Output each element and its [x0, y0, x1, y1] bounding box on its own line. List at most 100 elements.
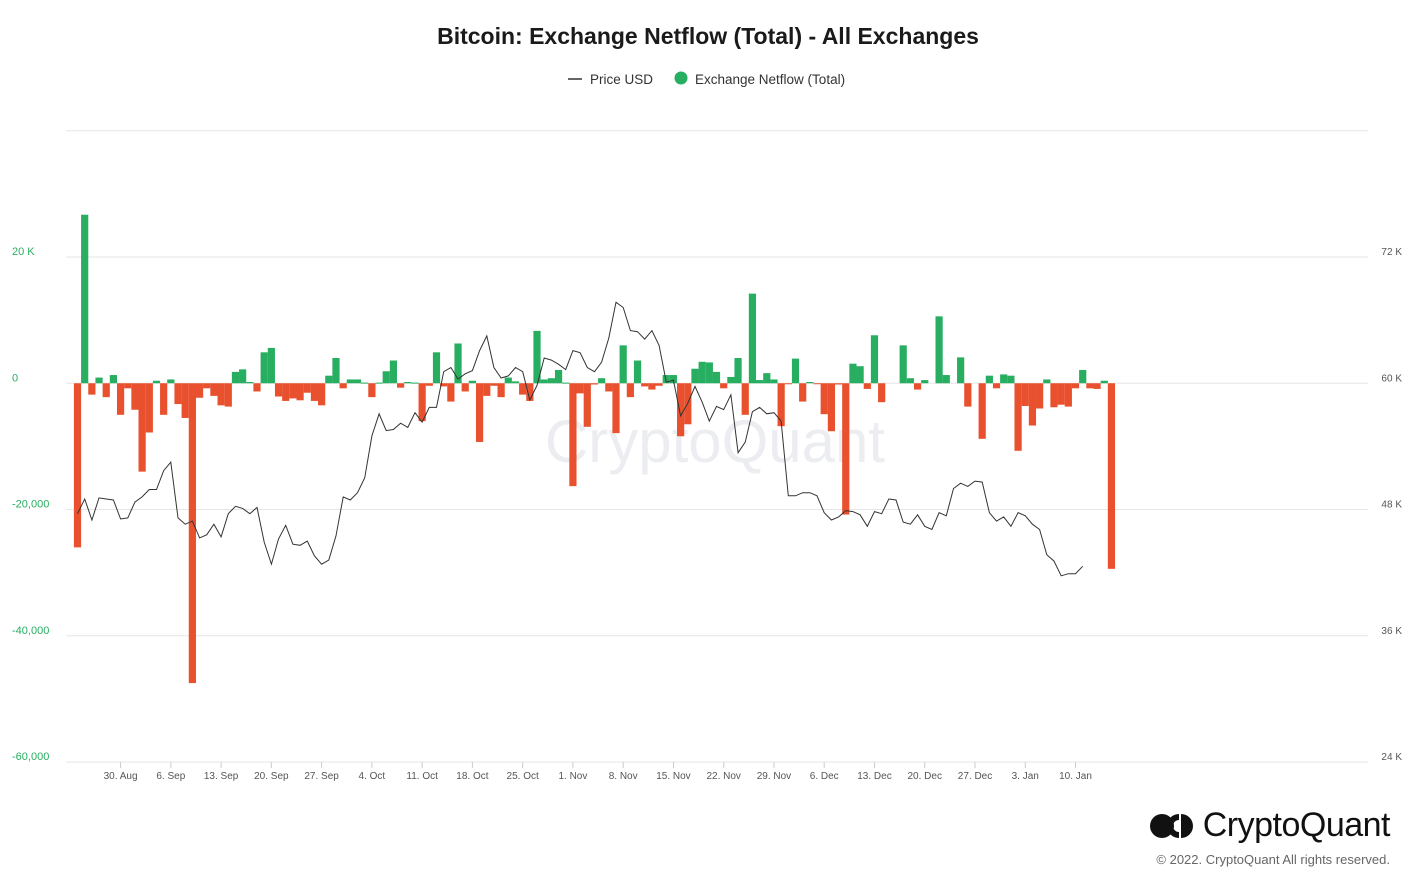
- netflow-bar: [698, 361, 706, 384]
- y-left-tick-label: -60,000: [12, 751, 49, 763]
- netflow-bar: [942, 375, 950, 384]
- y-right-tick-label: 72 K: [1381, 247, 1402, 258]
- x-tick-label: 11. Oct: [406, 771, 438, 782]
- netflow-bar: [382, 371, 390, 384]
- netflow-bar: [921, 380, 929, 384]
- netflow-bar: [878, 383, 886, 403]
- x-tick-label: 13. Dec: [857, 771, 891, 782]
- netflow-bar: [274, 383, 283, 397]
- netflow-bar: [440, 383, 448, 387]
- netflow-bar: [95, 377, 103, 384]
- netflow-bar: [181, 383, 189, 418]
- netflow-bar: [303, 383, 311, 393]
- netflow-bar: [554, 369, 563, 384]
- y-right-tick-label: 48 K: [1381, 500, 1402, 511]
- netflow-bar: [669, 375, 678, 384]
- netflow-bar: [533, 330, 541, 384]
- netflow-bar: [511, 381, 520, 384]
- netflow-bar: [748, 293, 757, 384]
- y-right-tick-label: 24 K: [1381, 752, 1402, 763]
- netflow-bar: [102, 383, 110, 398]
- netflow-bar: [756, 380, 764, 384]
- netflow-bar: [289, 383, 297, 399]
- netflow-bar: [325, 375, 333, 384]
- netflow-bar: [791, 358, 800, 384]
- y-axis-left: 20 K 0 -20,000 -40,000 -60,000: [12, 246, 49, 763]
- netflow-bar: [432, 352, 441, 384]
- netflow-bar: [957, 357, 965, 384]
- netflow-bar: [806, 381, 814, 384]
- netflow-bar: [418, 383, 426, 422]
- netflow-bar: [81, 214, 89, 384]
- legend[interactable]: Price USD Exchange Netflow (Total): [568, 71, 846, 88]
- x-tick-label: 27. Dec: [958, 771, 992, 782]
- netflow-bar: [641, 383, 649, 387]
- netflow-bar: [389, 360, 398, 384]
- netflow-bar: [842, 383, 850, 515]
- netflow-bar: [116, 383, 125, 415]
- x-tick-label: 22. Nov: [706, 771, 740, 782]
- netflow-bar: [691, 368, 699, 384]
- netflow-bar: [1086, 383, 1094, 389]
- netflow-bar: [576, 383, 584, 394]
- netflow-bar: [246, 381, 254, 384]
- netflow-bar: [339, 383, 347, 389]
- netflow-bar: [705, 362, 713, 384]
- netflow-bar: [239, 369, 247, 384]
- netflow-bar: [899, 345, 907, 384]
- netflow-bar: [73, 383, 82, 548]
- x-tick-label: 6. Dec: [810, 771, 839, 782]
- netflow-bar: [619, 345, 627, 384]
- netflow-bar: [777, 383, 785, 427]
- legend-item-price[interactable]: Price USD: [568, 72, 653, 87]
- netflow-bar: [231, 371, 240, 384]
- netflow-bar: [1064, 383, 1072, 407]
- x-tick-label: 6. Sep: [156, 771, 185, 782]
- netflow-bar: [224, 383, 232, 407]
- netflow-bar: [131, 383, 139, 410]
- y-right-tick-label: 36 K: [1381, 626, 1402, 637]
- netflow-bar: [425, 383, 433, 386]
- x-tick-label: 30. Aug: [104, 771, 138, 782]
- netflow-bar: [88, 383, 96, 395]
- netflow-bar: [188, 383, 196, 684]
- x-tick-label: 18. Oct: [456, 771, 488, 782]
- netflow-bar: [913, 383, 922, 390]
- netflow-bar: [590, 383, 599, 385]
- netflow-bar: [411, 382, 419, 384]
- y-left-tick-label: -20,000: [12, 499, 49, 511]
- netflow-bar: [626, 383, 634, 398]
- netflow-bar: [109, 375, 117, 384]
- netflow-bar: [605, 383, 613, 392]
- netflow-bar: [1000, 374, 1008, 384]
- netflow-bar: [260, 352, 268, 384]
- netflow-bar: [741, 383, 749, 415]
- legend-item-netflow[interactable]: Exchange Netflow (Total): [674, 71, 846, 88]
- netflow-bar: [662, 375, 670, 384]
- netflow-bar: [1014, 383, 1022, 451]
- netflow-bar: [397, 383, 405, 388]
- netflow-bar: [124, 383, 132, 389]
- netflow-bar: [734, 358, 742, 384]
- copyright: © 2022. CryptoQuant All rights reserved.: [1156, 852, 1390, 867]
- y-left-tick-label: 20 K: [12, 246, 35, 258]
- netflow-bar: [612, 383, 620, 434]
- netflow-bar: [145, 383, 153, 433]
- netflow-bar: [1079, 369, 1087, 384]
- netflow-bar: [935, 316, 943, 384]
- legend-label-netflow: Exchange Netflow (Total): [695, 72, 845, 87]
- netflow-bar: [978, 383, 986, 439]
- netflow-bar: [310, 383, 319, 401]
- brand-logo: CryptoQuant: [1149, 806, 1391, 845]
- netflow-bar: [547, 378, 555, 384]
- netflow-bar: [583, 383, 591, 427]
- netflow-bar: [282, 383, 290, 401]
- netflow-bar: [1007, 375, 1015, 384]
- netflow-bar: [720, 383, 728, 389]
- netflow-bar: [504, 377, 512, 384]
- legend-dot-icon: [674, 71, 688, 85]
- netflow-bar: [784, 383, 792, 385]
- netflow-bar: [834, 383, 843, 385]
- netflow-bar: [468, 380, 476, 384]
